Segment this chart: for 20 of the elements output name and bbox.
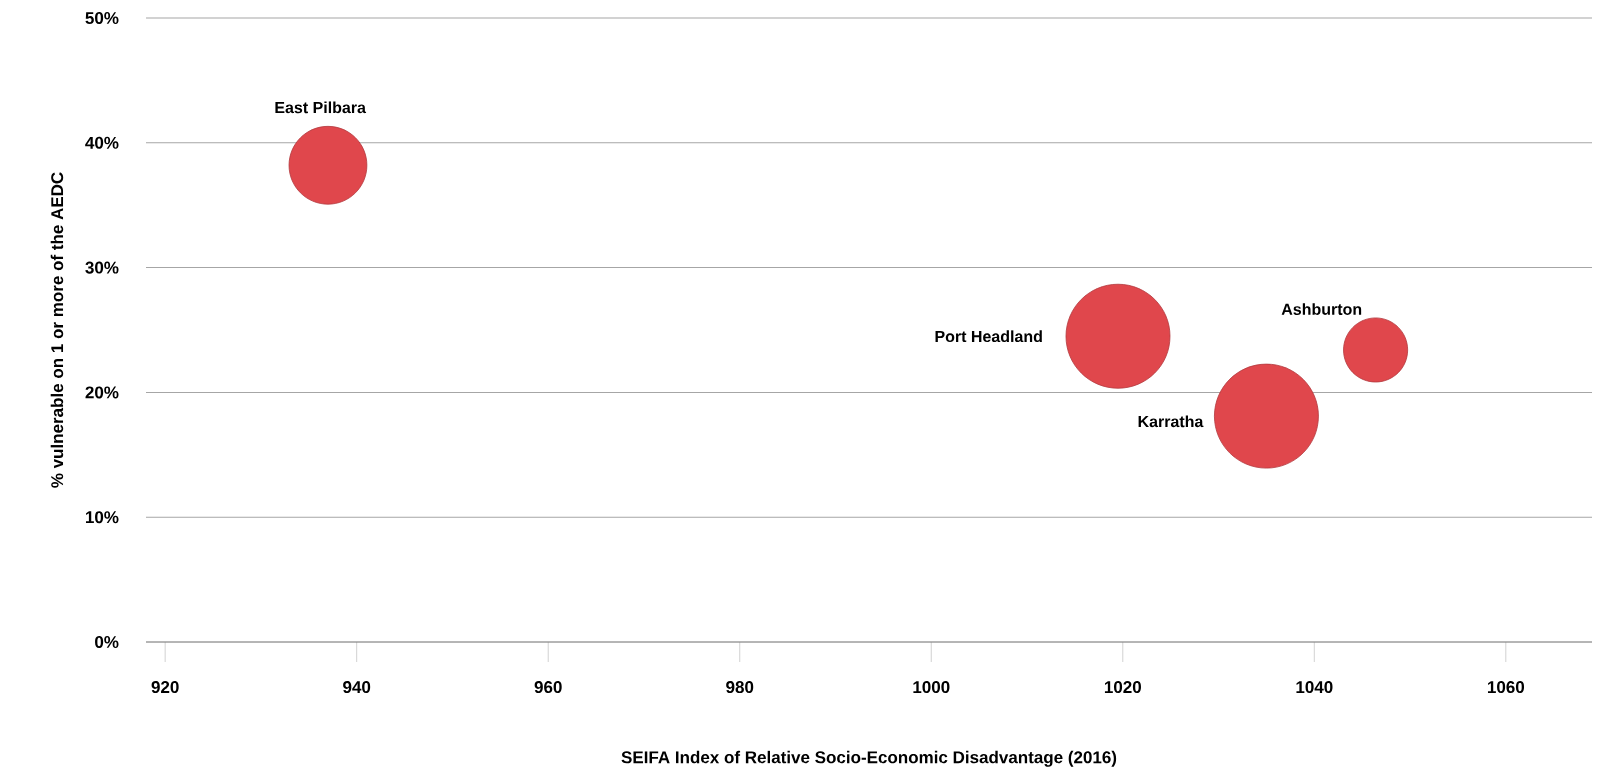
annotation: Karratha: [1138, 415, 1204, 428]
annotation: Port Headland: [935, 330, 1042, 343]
x-tick-label: 920: [151, 681, 179, 694]
y-tick-label: 40%: [85, 136, 119, 149]
y-tick-label: 10%: [85, 511, 119, 524]
x-tick-label: 1040: [1296, 681, 1333, 694]
y-axis-title: % vulnerable on 1 or more of the AEDC: [50, 172, 64, 488]
x-tick-label: 940: [343, 681, 371, 694]
x-axis-title: SEIFA Index of Relative Socio-Economic Disadvantage (2016): [621, 750, 1117, 767]
annotation: East Pilbara: [275, 101, 367, 114]
y-tick-label: 50%: [85, 12, 119, 25]
x-tick-label: 980: [726, 681, 754, 694]
y-tick-label: 20%: [85, 386, 119, 399]
y-tick-label: 30%: [85, 261, 119, 274]
x-tick-label: 1060: [1487, 681, 1525, 694]
annotation: Ashburton: [1281, 303, 1362, 315]
x-tick-label: 1020: [1104, 681, 1141, 694]
x-tick-label: 960: [534, 681, 562, 694]
x-tick-label: 1000: [913, 681, 950, 694]
y-tick-label: 0%: [95, 636, 119, 649]
